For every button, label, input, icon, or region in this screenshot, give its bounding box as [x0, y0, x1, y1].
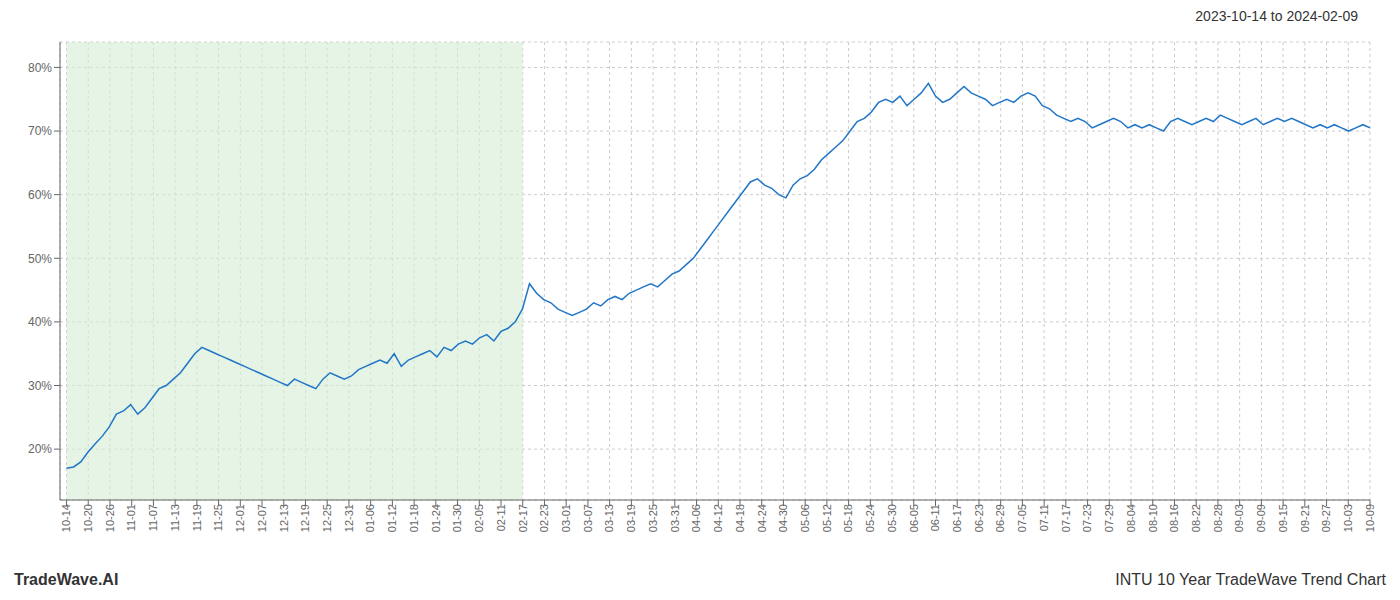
svg-text:08-22: 08-22 [1190, 504, 1202, 532]
svg-text:04-12: 04-12 [712, 504, 724, 532]
svg-text:11-19: 11-19 [191, 504, 203, 531]
svg-text:12-13: 12-13 [278, 504, 290, 532]
svg-text:03-13: 03-13 [603, 504, 615, 532]
svg-text:11-25: 11-25 [212, 504, 224, 531]
svg-text:50%: 50% [28, 252, 52, 266]
svg-text:01-12: 01-12 [386, 504, 398, 532]
svg-text:03-01: 03-01 [560, 504, 572, 532]
svg-text:04-06: 04-06 [690, 504, 702, 532]
svg-text:09-09: 09-09 [1255, 504, 1267, 532]
svg-text:02-17: 02-17 [517, 504, 529, 532]
svg-text:08-04: 08-04 [1125, 504, 1137, 532]
svg-text:06-11: 06-11 [929, 504, 941, 531]
svg-text:80%: 80% [28, 61, 52, 75]
svg-text:06-17: 06-17 [951, 504, 963, 532]
svg-text:03-07: 03-07 [582, 504, 594, 532]
html-text:2023-10-14 to 2024-02-09: 2023-10-14 to 2024-02-09 [1195, 8, 1358, 24]
svg-text:08-28: 08-28 [1212, 504, 1224, 532]
svg-text:40%: 40% [28, 315, 52, 329]
svg-text:05-06: 05-06 [799, 504, 811, 532]
svg-text:09-21: 09-21 [1299, 504, 1311, 532]
svg-text:03-31: 03-31 [669, 504, 681, 532]
svg-text:05-18: 05-18 [842, 504, 854, 532]
svg-text:12-31: 12-31 [343, 504, 355, 532]
svg-text:07-29: 07-29 [1103, 504, 1115, 532]
svg-text:10-03: 10-03 [1342, 504, 1354, 532]
svg-text:02-23: 02-23 [538, 504, 550, 532]
svg-text:10-14: 10-14 [60, 504, 72, 532]
svg-text:11-07: 11-07 [147, 504, 159, 531]
svg-text:12-01: 12-01 [234, 504, 246, 532]
svg-text:06-05: 06-05 [908, 504, 920, 532]
svg-text:04-18: 04-18 [734, 504, 746, 532]
svg-text:12-19: 12-19 [299, 504, 311, 532]
svg-text:12-25: 12-25 [321, 504, 333, 532]
svg-text:09-27: 09-27 [1320, 504, 1332, 532]
svg-text:03-19: 03-19 [625, 504, 637, 532]
svg-text:05-24: 05-24 [864, 504, 876, 532]
svg-text:05-12: 05-12 [821, 504, 833, 532]
svg-text:07-17: 07-17 [1060, 504, 1072, 532]
svg-text:07-11: 07-11 [1038, 504, 1050, 531]
svg-text:09-03: 09-03 [1233, 504, 1245, 532]
svg-text:05-30: 05-30 [886, 504, 898, 532]
svg-text:03-25: 03-25 [647, 504, 659, 532]
svg-text:11-13: 11-13 [169, 504, 181, 531]
svg-text:08-10: 08-10 [1147, 504, 1159, 532]
svg-text:01-06: 01-06 [364, 504, 376, 532]
svg-text:07-05: 07-05 [1016, 504, 1028, 532]
svg-text:10-26: 10-26 [104, 504, 116, 532]
svg-text:70%: 70% [28, 124, 52, 138]
html-text:TradeWave.AI: TradeWave.AI [14, 571, 119, 588]
svg-text:02-05: 02-05 [473, 504, 485, 532]
svg-text:09-15: 09-15 [1277, 504, 1289, 532]
svg-text:30%: 30% [28, 379, 52, 393]
svg-text:07-23: 07-23 [1081, 504, 1093, 532]
svg-text:06-29: 06-29 [994, 504, 1006, 532]
svg-text:60%: 60% [28, 188, 52, 202]
svg-text:02-11: 02-11 [495, 504, 507, 531]
svg-text:08-16: 08-16 [1168, 504, 1180, 532]
svg-text:04-24: 04-24 [756, 504, 768, 532]
html-text:INTU 10 Year TradeWave Trend C: INTU 10 Year TradeWave Trend Chart [1115, 571, 1386, 588]
svg-text:10-09: 10-09 [1364, 504, 1376, 532]
svg-text:01-30: 01-30 [451, 504, 463, 532]
svg-text:04-30: 04-30 [777, 504, 789, 532]
svg-text:06-23: 06-23 [973, 504, 985, 532]
svg-text:12-07: 12-07 [256, 504, 268, 532]
svg-text:11-01: 11-01 [126, 504, 138, 531]
svg-text:10-20: 10-20 [82, 504, 94, 532]
svg-text:20%: 20% [28, 442, 52, 456]
svg-text:01-24: 01-24 [430, 504, 442, 532]
svg-text:01-18: 01-18 [408, 504, 420, 532]
